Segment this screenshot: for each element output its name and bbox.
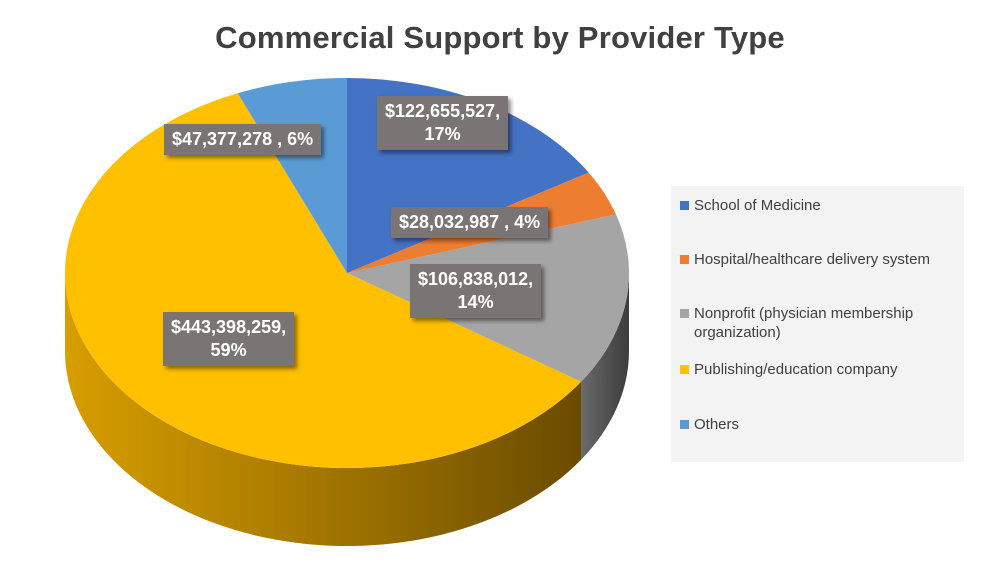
data-label-line: 17%	[424, 124, 461, 144]
data-label-line: $122,655,527,	[385, 101, 501, 121]
legend-label: Hospital/healthcare delivery system	[694, 250, 962, 269]
pie-side-3	[581, 273, 629, 460]
chart-title: Commercial Support by Provider Type	[215, 20, 785, 55]
legend-label-line: Publishing/education company	[694, 361, 898, 378]
legend-label-line: Hospital/healthcare delivery system	[694, 251, 930, 268]
legend-label-line: School of Medicine	[694, 197, 821, 214]
data-label-4: $443,398,259, 59%	[163, 312, 295, 366]
legend-swatch	[680, 420, 689, 429]
data-label-line: 59%	[210, 340, 247, 360]
legend-label: School of Medicine	[694, 196, 962, 215]
legend: School of Medicine Hospital/healthcare de…	[671, 186, 964, 462]
legend-label: Nonprofit (physician membership organizat…	[694, 304, 962, 342]
data-label-line: $47,377,278 , 6%	[172, 129, 314, 149]
data-label-3: $106,838,012, 14%	[410, 264, 542, 318]
legend-label: Others	[694, 415, 962, 434]
legend-label-line: Nonprofit (physician membership	[694, 305, 914, 322]
legend-label-line: Others	[694, 416, 740, 433]
data-label-1: $122,655,527, 17%	[377, 96, 509, 150]
pie-side-4	[65, 273, 582, 547]
data-label-line: $106,838,012,	[418, 269, 534, 289]
pie-slice-4	[65, 93, 582, 468]
legend-label: Publishing/education company	[694, 360, 962, 379]
data-label-line: 14%	[457, 292, 494, 312]
legend-swatch	[680, 365, 689, 374]
legend-label-line: organization)	[694, 324, 781, 341]
data-label-line: $28,032,987 , 4%	[399, 212, 541, 232]
legend-swatch	[680, 255, 689, 264]
data-label-line: $443,398,259,	[171, 317, 287, 337]
data-label-2: $28,032,987 , 4%	[391, 207, 549, 238]
legend-swatch	[680, 201, 689, 210]
data-label-5: $47,377,278 , 6%	[164, 124, 322, 155]
legend-swatch	[680, 309, 689, 318]
